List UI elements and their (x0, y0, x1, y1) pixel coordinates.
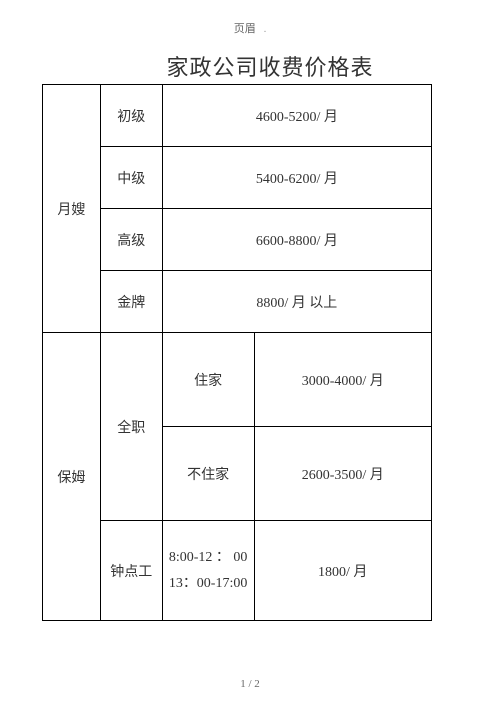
table-row: 中级 5400-6200/ 月 (43, 147, 432, 209)
price-cell: 3000-4000/ 月 (254, 333, 432, 427)
price-cell: 8800/ 月 以上 (162, 271, 431, 333)
times-cell: 8:00-12 ： 00 13：00-17:00 (162, 521, 254, 621)
page-header: 页眉 (0, 20, 500, 36)
price-cell: 4600-5200/ 月 (162, 85, 431, 147)
level-cell: 钟点工 (100, 521, 162, 621)
price-cell: 2600-3500/ 月 (254, 427, 432, 521)
level-cell: 金牌 (100, 271, 162, 333)
page-number: 1 / 2 (0, 678, 500, 690)
table-row: 金牌 8800/ 月 以上 (43, 271, 432, 333)
sub-cell: 不住家 (162, 427, 254, 521)
category-cell: 月嫂 (43, 85, 101, 333)
category-cell: 保姆 (43, 333, 101, 621)
price-cell: 1800/ 月 (254, 521, 432, 621)
table-row: 保姆 全职 住家 3000-4000/ 月 (43, 333, 432, 427)
sub-cell: 住家 (162, 333, 254, 427)
price-cell: 5400-6200/ 月 (162, 147, 431, 209)
price-cell: 6600-8800/ 月 (162, 209, 431, 271)
page-title: 家政公司收费价格表 (0, 50, 500, 82)
level-cell: 中级 (100, 147, 162, 209)
level-cell: 初级 (100, 85, 162, 147)
level-cell: 高级 (100, 209, 162, 271)
level-cell: 全职 (100, 333, 162, 521)
table-row: 高级 6600-8800/ 月 (43, 209, 432, 271)
table-row: 钟点工 8:00-12 ： 00 13：00-17:00 1800/ 月 (43, 521, 432, 621)
pricing-table: 月嫂 初级 4600-5200/ 月 中级 5400-6200/ 月 高级 66… (42, 84, 432, 621)
table-row: 月嫂 初级 4600-5200/ 月 (43, 85, 432, 147)
